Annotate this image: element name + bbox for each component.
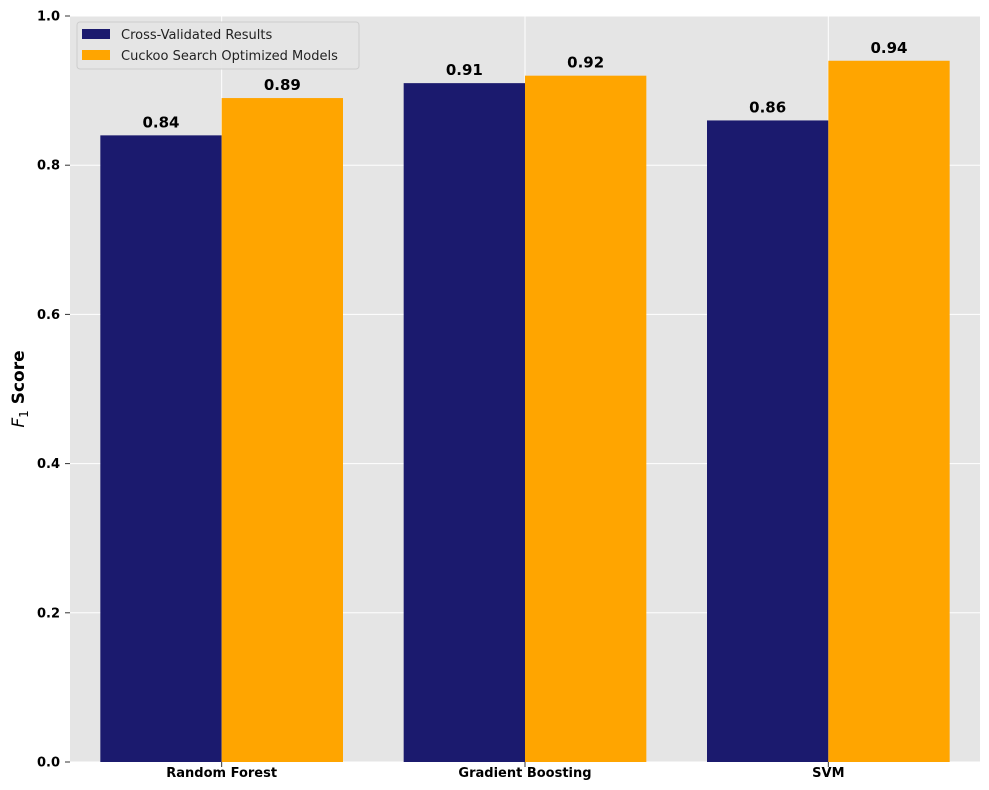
x-axis-ticks: Random Forest Gradient Boosting SVM <box>166 762 845 781</box>
y-axis-label-subscript: 1 <box>17 410 31 418</box>
legend-label-cross-validated: Cross-Validated Results <box>121 28 273 43</box>
y-axis-label-rest: Score <box>9 350 29 410</box>
data-labels: 0.84 0.91 0.86 0.89 0.92 0.94 <box>142 39 907 132</box>
bar-value-label: 0.86 <box>749 98 786 116</box>
bar-cross-validated <box>707 120 829 762</box>
bar-cuckoo-search <box>525 75 647 763</box>
bar-cuckoo-search <box>221 98 343 762</box>
bar-value-label: 0.94 <box>870 39 907 57</box>
bar-cross-validated <box>100 135 222 763</box>
y-axis-label: F1 Score <box>9 350 31 427</box>
x-tick-label: Random Forest <box>166 766 277 781</box>
x-tick-label: SVM <box>812 766 844 781</box>
bar-cross-validated <box>403 83 525 762</box>
y-axis-label-var: F <box>9 418 29 428</box>
y-tick-label: 1.0 <box>37 10 60 25</box>
bar-value-label: 0.92 <box>567 54 604 72</box>
x-tick-label: Gradient Boosting <box>458 766 591 781</box>
bar-value-label: 0.84 <box>142 113 179 131</box>
y-tick-label: 0.8 <box>37 159 60 174</box>
bar-value-label: 0.89 <box>264 76 301 94</box>
y-tick-label: 0.0 <box>37 756 60 771</box>
y-tick-label: 0.2 <box>37 606 60 621</box>
y-axis-ticks: 0.0 0.2 0.4 0.6 0.8 1.0 <box>37 10 70 771</box>
y-tick-label: 0.4 <box>37 457 60 472</box>
y-tick-label: 0.6 <box>37 308 60 323</box>
legend-label-cuckoo-search: Cuckoo Search Optimized Models <box>121 49 338 64</box>
legend-swatch-cuckoo-search <box>82 50 110 60</box>
legend: Cross-Validated Results Cuckoo Search Op… <box>76 21 360 70</box>
legend-box <box>76 21 360 70</box>
legend-swatch-cross-validated <box>82 29 110 39</box>
bar-cuckoo-search <box>828 60 950 762</box>
bars <box>100 60 950 763</box>
bar-value-label: 0.91 <box>446 61 483 79</box>
